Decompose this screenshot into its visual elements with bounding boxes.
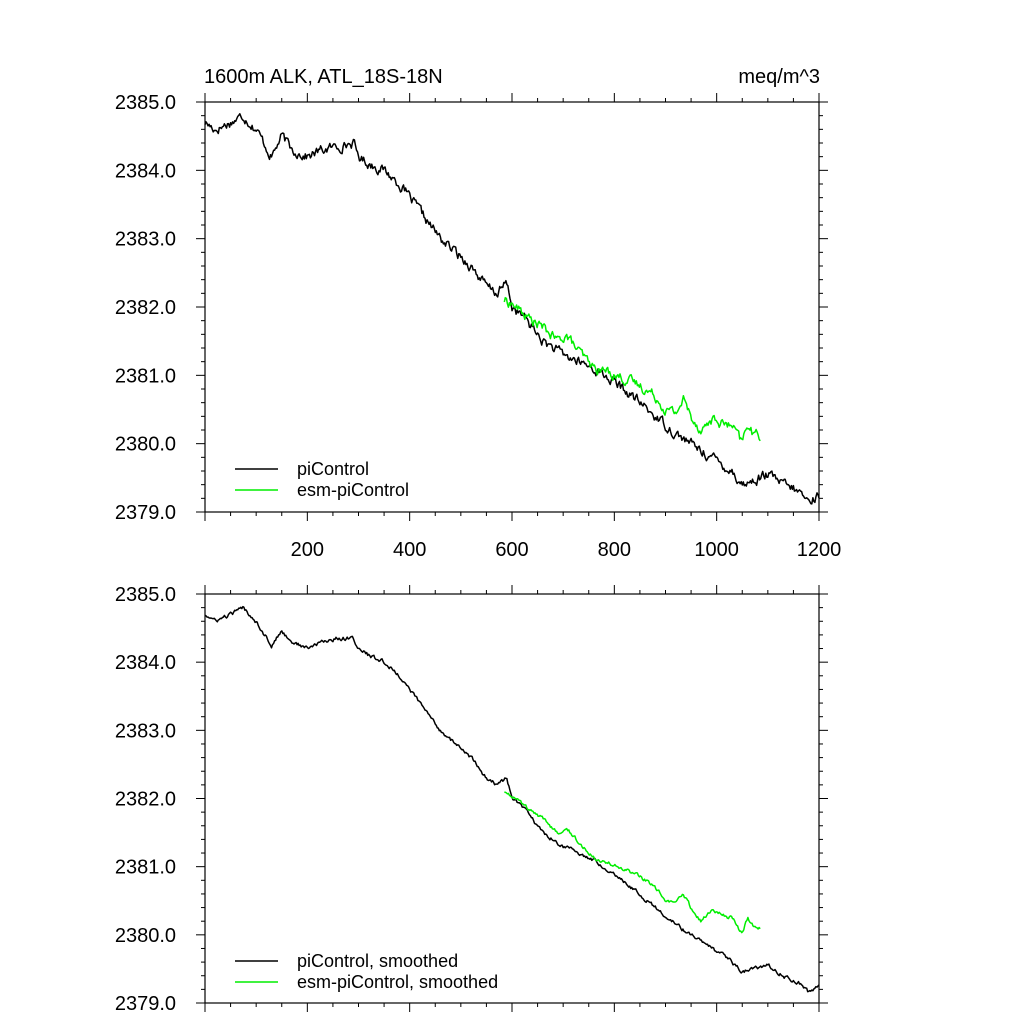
x-tick-label: 1200 <box>797 539 842 561</box>
y-tick-label: 2379.0 <box>115 993 176 1015</box>
y-tick-label: 2385.0 <box>115 584 176 606</box>
y-tick-label: 2385.0 <box>115 92 176 114</box>
y-tick-label: 2380.0 <box>115 925 176 947</box>
top-panel: 200 400 600 800 1000 1200 2379.0 2380.0 2381.0 23… <box>115 92 841 561</box>
series-line-esm-picontrol <box>503 296 761 442</box>
legend-label: esm-piControl <box>297 480 409 500</box>
y-tick-label: 2384.0 <box>115 652 176 674</box>
y-tick-label: 2383.0 <box>115 229 176 251</box>
legend-label: piControl, smoothed <box>297 951 458 971</box>
y-tick-label: 2379.0 <box>115 502 176 524</box>
series-line-picontrol <box>204 113 820 505</box>
chart-title: 1600m ALK, ATL_18S-18N <box>204 66 443 88</box>
y-tick-label: 2382.0 <box>115 789 176 811</box>
x-tick-label: 800 <box>598 539 631 561</box>
y-tick-label: 2380.0 <box>115 434 176 456</box>
legend-label: piControl <box>297 459 369 479</box>
x-tick-label: 600 <box>495 539 528 561</box>
legend-label: esm-piControl, smoothed <box>297 972 498 992</box>
x-tick-label: 1000 <box>694 539 739 561</box>
x-tick-label: 200 <box>291 539 324 561</box>
series-line-esm-picontrol-smoothed <box>504 791 761 934</box>
bottom-panel: 2379.0 2380.0 2381.0 2382.0 2383.0 2384.0 2385… <box>115 584 828 1015</box>
y-tick-label: 2381.0 <box>115 365 176 387</box>
units-label: meq/m^3 <box>738 66 820 88</box>
y-tick-label: 2384.0 <box>115 160 176 182</box>
y-tick-label: 2383.0 <box>115 720 176 742</box>
series-line-picontrol-smoothed <box>204 605 820 993</box>
x-tick-label: 400 <box>393 539 426 561</box>
y-tick-label: 2381.0 <box>115 857 176 879</box>
y-tick-label: 2382.0 <box>115 297 176 319</box>
